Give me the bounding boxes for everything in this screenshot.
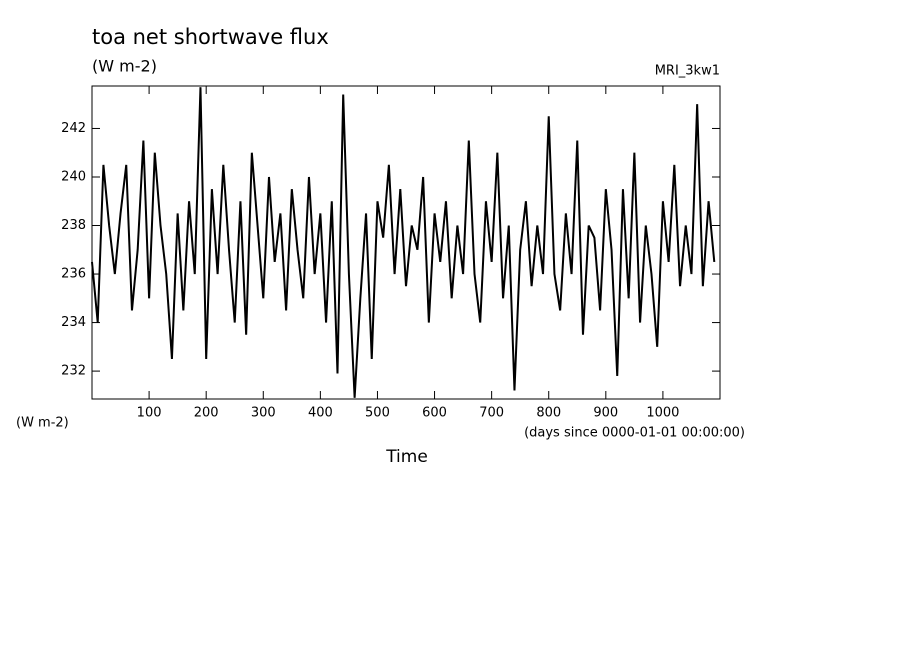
- y-axis-label: (W m-2): [16, 416, 69, 431]
- y-tick-label: 238: [61, 218, 86, 233]
- x-tick-label: 300: [251, 406, 276, 421]
- x-tick-label: 1000: [646, 406, 679, 421]
- y-tick-label: 234: [61, 315, 86, 330]
- data-line: [91, 87, 716, 398]
- y-tick-label: 242: [61, 121, 86, 136]
- x-tick-label: 600: [422, 406, 447, 421]
- chart-title: toa net shortwave flux: [92, 25, 329, 49]
- y-tick-label: 236: [61, 267, 86, 282]
- x-tick-label: 400: [308, 406, 333, 421]
- x-tick-label: 200: [194, 406, 219, 421]
- x-tick-label: 500: [365, 406, 390, 421]
- y-tick-label: 232: [61, 364, 86, 379]
- annotation: MRI_3kw1: [655, 64, 720, 79]
- chart-subtitle: (W m-2): [92, 57, 157, 76]
- x-units: (days since 0000-01-01 00:00:00): [524, 426, 745, 441]
- x-tick-label: 800: [536, 406, 561, 421]
- y-tick-label: 240: [61, 169, 86, 184]
- x-axis-label: Time: [385, 447, 428, 467]
- plot-frame: [91, 85, 721, 400]
- x-tick-label: 100: [137, 406, 162, 421]
- x-tick-label: 700: [479, 406, 504, 421]
- x-tick-label: 900: [593, 406, 618, 421]
